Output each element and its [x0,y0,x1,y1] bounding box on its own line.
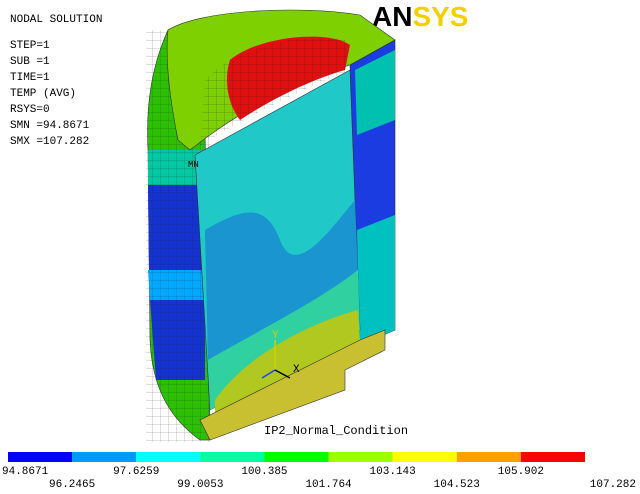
legend-swatch [329,452,393,462]
legend-label: 97.6259 [113,466,159,478]
right-band [357,215,395,345]
info-block: NODAL SOLUTION STEP=1 SUB =1 TIME=1 TEMP (AV… [10,14,102,148]
info-line: SMX =107.282 [10,136,89,148]
legend-swatch [72,452,136,462]
model: MN Y X [146,10,395,442]
legend-swatch [136,452,200,462]
model-label: IP2_Normal_Condition [264,424,408,438]
legend-label: 105.902 [498,466,544,478]
legend-label: 107.282 [590,479,636,491]
legend-label: 104.523 [434,479,480,491]
legend-swatch [200,452,264,462]
screen: NODAL SOLUTION STEP=1 SUB =1 TIME=1 TEMP (AV… [0,0,640,494]
legend-swatch [521,452,585,462]
info-line: SUB =1 [10,56,50,68]
info-line: RSYS=0 [10,104,50,116]
legend-label: 94.8671 [2,466,49,478]
legend-label: 101.764 [305,479,352,491]
axis-y-label: Y [272,330,279,342]
legend-swatch [393,452,457,462]
legend-label: 96.2465 [49,479,95,491]
legend-label: 103.143 [370,466,416,478]
legend-label: 99.0053 [177,479,223,491]
info-title: NODAL SOLUTION [10,14,102,26]
info-line: STEP=1 [10,40,50,52]
legend-swatch [457,452,521,462]
info-line: TEMP (AVG) [10,88,76,100]
legend-swatch [8,452,72,462]
legend-swatch [264,452,328,462]
logo: ANSYS [372,1,468,32]
info-line: SMN =94.8671 [10,120,90,132]
min-marker: MN [188,160,199,170]
axis-x-label: X [293,364,300,376]
info-line: TIME=1 [10,72,50,84]
legend-label: 100.385 [241,466,287,478]
